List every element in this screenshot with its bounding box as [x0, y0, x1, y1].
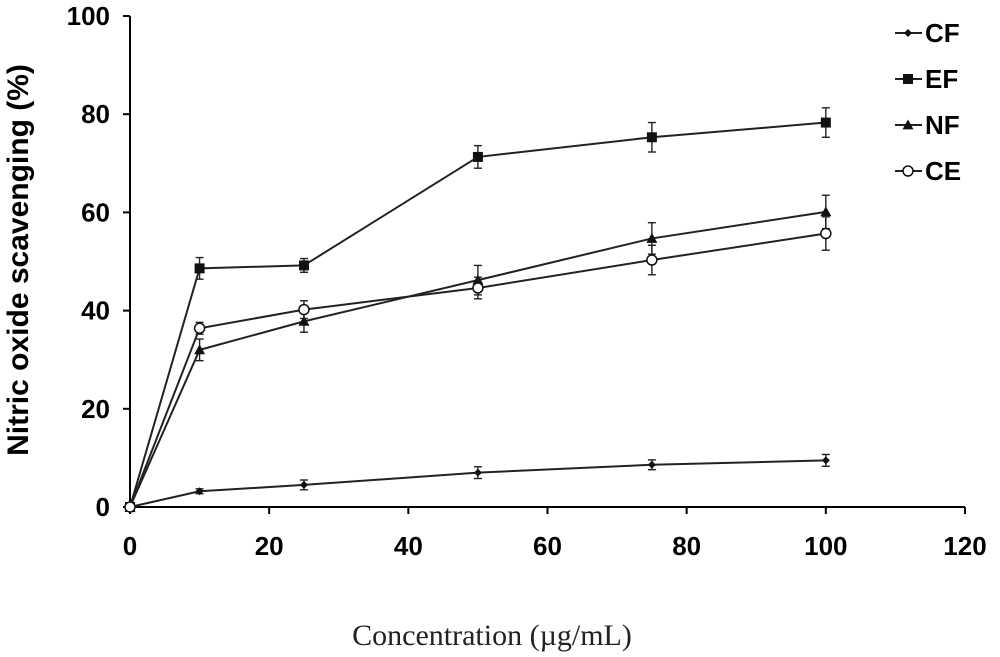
series-nf — [124, 194, 832, 512]
data-point — [298, 260, 309, 271]
data-point — [647, 460, 656, 469]
data-point — [646, 132, 657, 143]
data-point — [472, 282, 484, 294]
series-layer — [124, 107, 832, 513]
y-axis-label: Nitric oxide scavenging (%) — [2, 64, 35, 456]
series-ce — [124, 216, 832, 513]
y-tick-label: 80 — [81, 99, 110, 129]
legend-marker — [903, 74, 913, 84]
legend-label: NF — [925, 110, 960, 140]
data-point — [473, 468, 482, 477]
legend-label: CE — [925, 156, 961, 186]
legend-marker — [902, 119, 914, 130]
data-point — [298, 315, 310, 326]
legend-item-nf: NF — [895, 110, 960, 140]
legend-item-ce: CE — [895, 156, 961, 186]
data-point — [194, 263, 205, 274]
y-tick-label: 100 — [67, 1, 110, 31]
legend-item-ef: EF — [895, 64, 958, 94]
axes: 0 20 40 60 80 100 0 20 40 60 80 100 120 — [67, 1, 987, 561]
legend: CF EF NF CE — [895, 18, 961, 186]
y-tick-label: 60 — [81, 197, 110, 227]
legend-label: CF — [925, 18, 960, 48]
y-tick-label: 40 — [81, 296, 110, 326]
series-line — [129, 121, 826, 508]
data-point — [646, 232, 658, 243]
x-tick-label: 0 — [123, 531, 137, 561]
series-line — [129, 232, 826, 508]
data-point — [472, 151, 483, 162]
data-point — [193, 322, 206, 335]
legend-label: EF — [925, 64, 958, 94]
series-line — [129, 210, 826, 508]
data-point — [820, 227, 832, 240]
data-point — [299, 480, 308, 489]
series-cf — [126, 453, 830, 511]
data-point — [646, 254, 658, 266]
x-tick-label: 20 — [255, 531, 284, 561]
data-point — [298, 303, 310, 316]
data-point — [195, 487, 204, 496]
data-point — [821, 456, 830, 465]
x-tick-label: 60 — [533, 531, 562, 561]
x-axis-label: Concentration (µg/mL) — [352, 619, 632, 652]
data-point — [194, 344, 206, 355]
series-line — [129, 459, 826, 508]
series-ef — [125, 107, 831, 512]
x-tick-label: 80 — [672, 531, 701, 561]
data-point — [820, 117, 831, 128]
data-point — [124, 501, 136, 513]
y-tick-label: 0 — [96, 492, 110, 522]
x-tick-label: 100 — [804, 531, 847, 561]
legend-item-cf: CF — [895, 18, 960, 48]
x-tick-label: 120 — [943, 531, 986, 561]
legend-marker — [904, 29, 912, 37]
data-point — [820, 206, 832, 217]
legend-marker — [902, 165, 914, 177]
x-tick-label: 40 — [394, 531, 423, 561]
y-tick-label: 20 — [81, 394, 110, 424]
